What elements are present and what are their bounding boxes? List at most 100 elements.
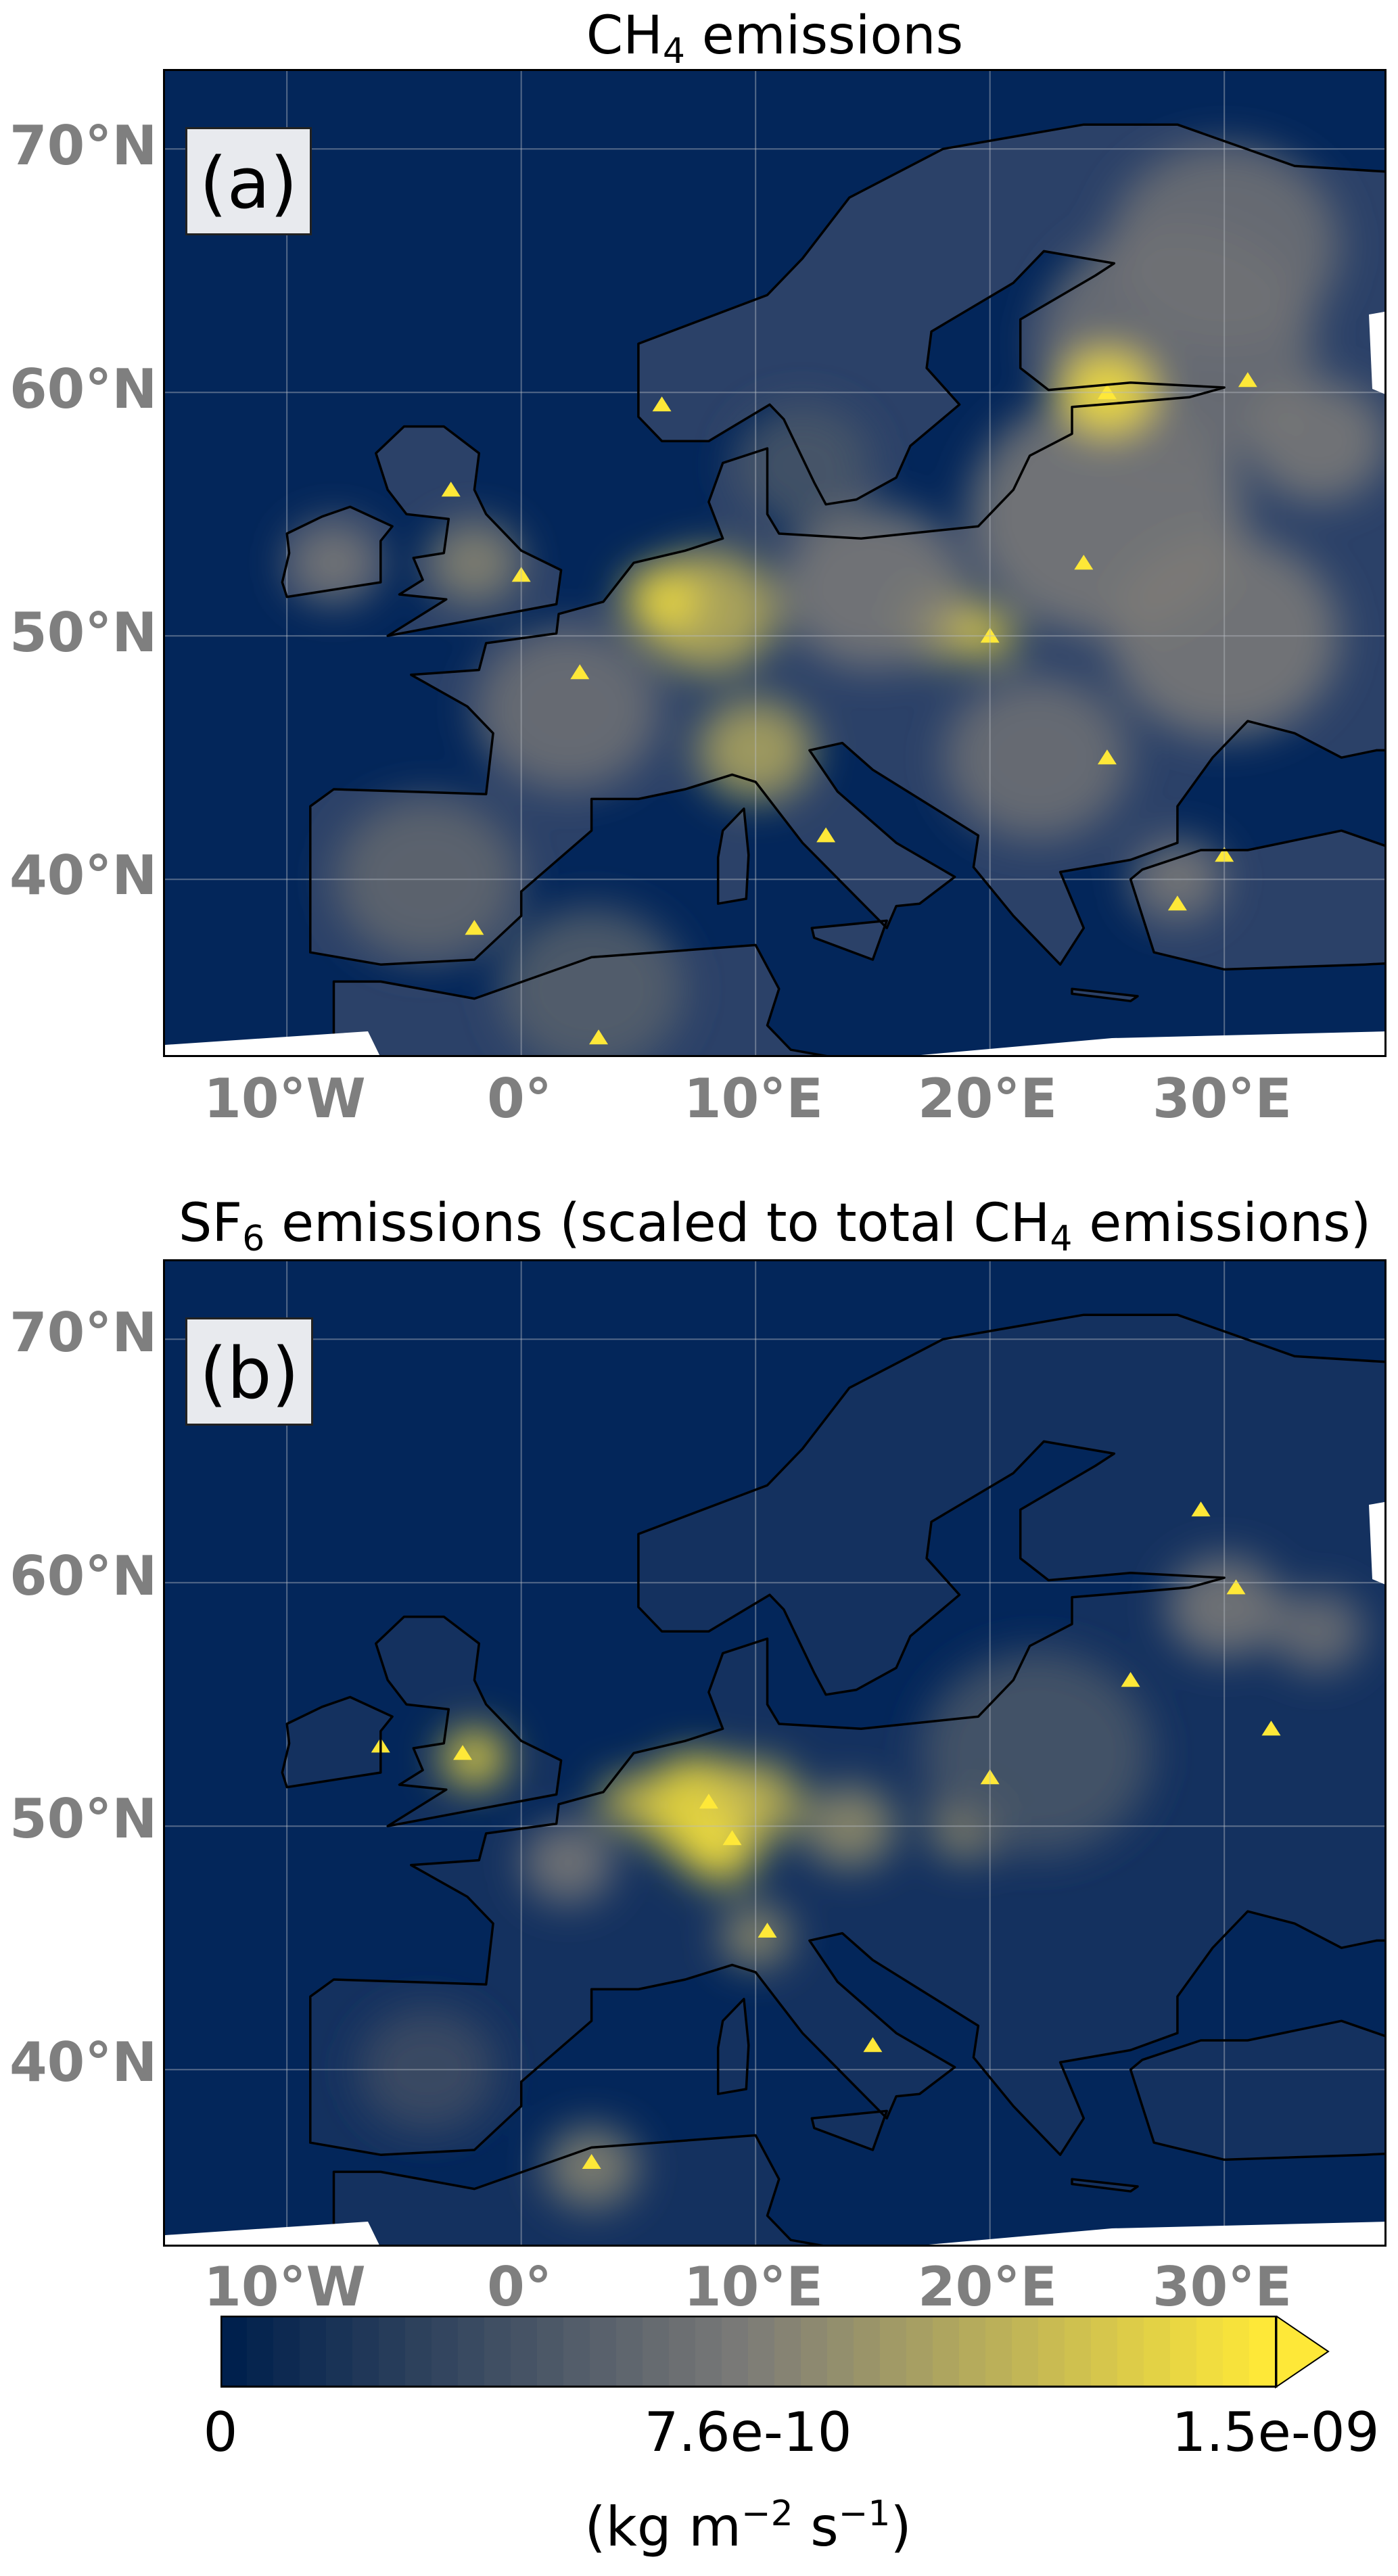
emission-hotspot — [721, 1905, 791, 1967]
map-panel-a: (a) — [163, 69, 1387, 1057]
emission-hotspot — [442, 1729, 507, 1787]
lon-tick-label: 20°E — [918, 2255, 1057, 2318]
colorbar-step — [432, 2316, 459, 2387]
lat-tick-label: 60°N — [9, 1545, 158, 1608]
coastline-africa — [332, 2134, 824, 2245]
emission-point-source — [980, 628, 1000, 643]
ch4-emission-map — [165, 71, 1384, 1055]
coastline-africa — [332, 943, 827, 1055]
emission-point-source — [453, 1745, 473, 1760]
emission-point-source — [1238, 372, 1257, 388]
lon-tick-label: 0° — [487, 2255, 552, 2318]
no-data-region — [921, 1031, 1384, 1055]
panel-a-title: CH4 emissions — [586, 5, 964, 72]
emission-point-source — [1191, 1501, 1211, 1517]
map-panel-b: (b) — [163, 1259, 1387, 2247]
colorbar-step — [1170, 2316, 1197, 2387]
colorbar-tick-min: 0 — [203, 2401, 238, 2464]
lon-tick-label: 10°E — [684, 2255, 823, 2318]
emission-point-source — [652, 396, 672, 412]
emission-point-source — [465, 920, 484, 935]
colorbar-step — [1038, 2316, 1065, 2387]
panel-label-a: (a) — [185, 127, 312, 235]
emission-hotspot — [1272, 1591, 1364, 1672]
lon-tick-label: 10°W — [204, 1067, 366, 1130]
emission-point-source — [816, 827, 836, 843]
colorbar-step — [985, 2316, 1012, 2387]
colorbar-step — [1249, 2316, 1276, 2387]
no-data-region — [1369, 312, 1384, 394]
coastline-crete — [1071, 2178, 1139, 2193]
lat-tick-label: 40°N — [9, 844, 158, 907]
land-emission-turkey — [1130, 2021, 1384, 2160]
coastline-sicily — [810, 919, 888, 961]
emission-point-source — [1097, 384, 1117, 400]
land-emission-crete — [1072, 989, 1138, 1002]
emission-point-source — [1167, 895, 1187, 911]
emission-point-source — [1215, 847, 1234, 862]
lon-tick-label: 30°E — [1152, 1067, 1292, 1130]
lon-tick-label: 20°E — [918, 1067, 1057, 1130]
colorbar-step — [220, 2316, 248, 2387]
no-data-region — [165, 1031, 380, 1055]
colorbar-step — [326, 2316, 353, 2387]
emission-hotspot — [733, 404, 872, 527]
colorbar — [220, 2314, 1343, 2393]
land-emission-sardinia — [718, 808, 749, 904]
colorbar-outline — [220, 2315, 1278, 2388]
emission-point-source — [758, 1923, 777, 1938]
colorbar-unit-label: (kg m−2 s−1) — [584, 2493, 912, 2558]
colorbar-step — [405, 2316, 432, 2387]
colorbar-step — [801, 2316, 828, 2387]
colorbar-step — [458, 2316, 485, 2387]
emission-hotspot — [709, 1761, 802, 1843]
emission-hotspot — [1249, 380, 1384, 502]
colorbar-step — [1117, 2316, 1144, 2387]
sf6-emission-map — [165, 1261, 1384, 2245]
emission-hotspot — [944, 676, 1129, 839]
emission-point-source — [1261, 1720, 1281, 1736]
colorbar-step — [854, 2316, 881, 2387]
colorbar-step — [748, 2316, 775, 2387]
colorbar-step — [563, 2316, 590, 2387]
colorbar-step — [643, 2316, 670, 2387]
emission-point-source — [722, 1830, 742, 1846]
emission-hotspot — [358, 2009, 497, 2131]
emission-hotspot — [1109, 145, 1340, 348]
colorbar-step — [1091, 2316, 1118, 2387]
lon-tick-label: 10°E — [684, 1067, 823, 1130]
emission-hotspot — [599, 1777, 655, 1827]
coastline-mainland — [309, 1313, 1384, 2156]
emission-point-source — [589, 1029, 609, 1045]
colorbar-step — [1144, 2316, 1171, 2387]
colorbar-tick-max: 1.5e-09 — [1171, 2401, 1380, 2464]
emission-hotspot — [1109, 534, 1340, 738]
coastline-mainland — [309, 123, 1384, 966]
colorbar-step — [906, 2316, 933, 2387]
emission-point-source — [1121, 1672, 1140, 1687]
emission-hotspot — [428, 522, 521, 604]
colorbar-step — [537, 2316, 564, 2387]
colorbar-step — [379, 2316, 406, 2387]
coastline-crete — [1071, 987, 1139, 1002]
lon-tick-label: 30°E — [1152, 2255, 1292, 2318]
emission-hotspot — [287, 522, 380, 604]
lat-tick-label: 40°N — [9, 2031, 158, 2094]
emission-hotspot — [521, 1822, 614, 1904]
emission-hotspot — [625, 567, 699, 632]
emission-point-source — [1074, 555, 1094, 570]
colorbar-step — [1223, 2316, 1250, 2387]
no-data-region — [929, 2222, 1384, 2245]
emission-hotspot — [1167, 1556, 1282, 1658]
colorbar-step — [590, 2316, 617, 2387]
colorbar-step — [511, 2316, 538, 2387]
emission-point-source — [1226, 1579, 1246, 1595]
lon-tick-label: 0° — [487, 1067, 552, 1130]
colorbar-step — [616, 2316, 643, 2387]
land-emission-gb — [375, 1616, 561, 1827]
colorbar-step — [880, 2316, 907, 2387]
colorbar-step — [247, 2316, 274, 2387]
emission-point-source — [570, 664, 590, 680]
colorbar-step — [1012, 2316, 1039, 2387]
no-data-region — [165, 2222, 379, 2245]
